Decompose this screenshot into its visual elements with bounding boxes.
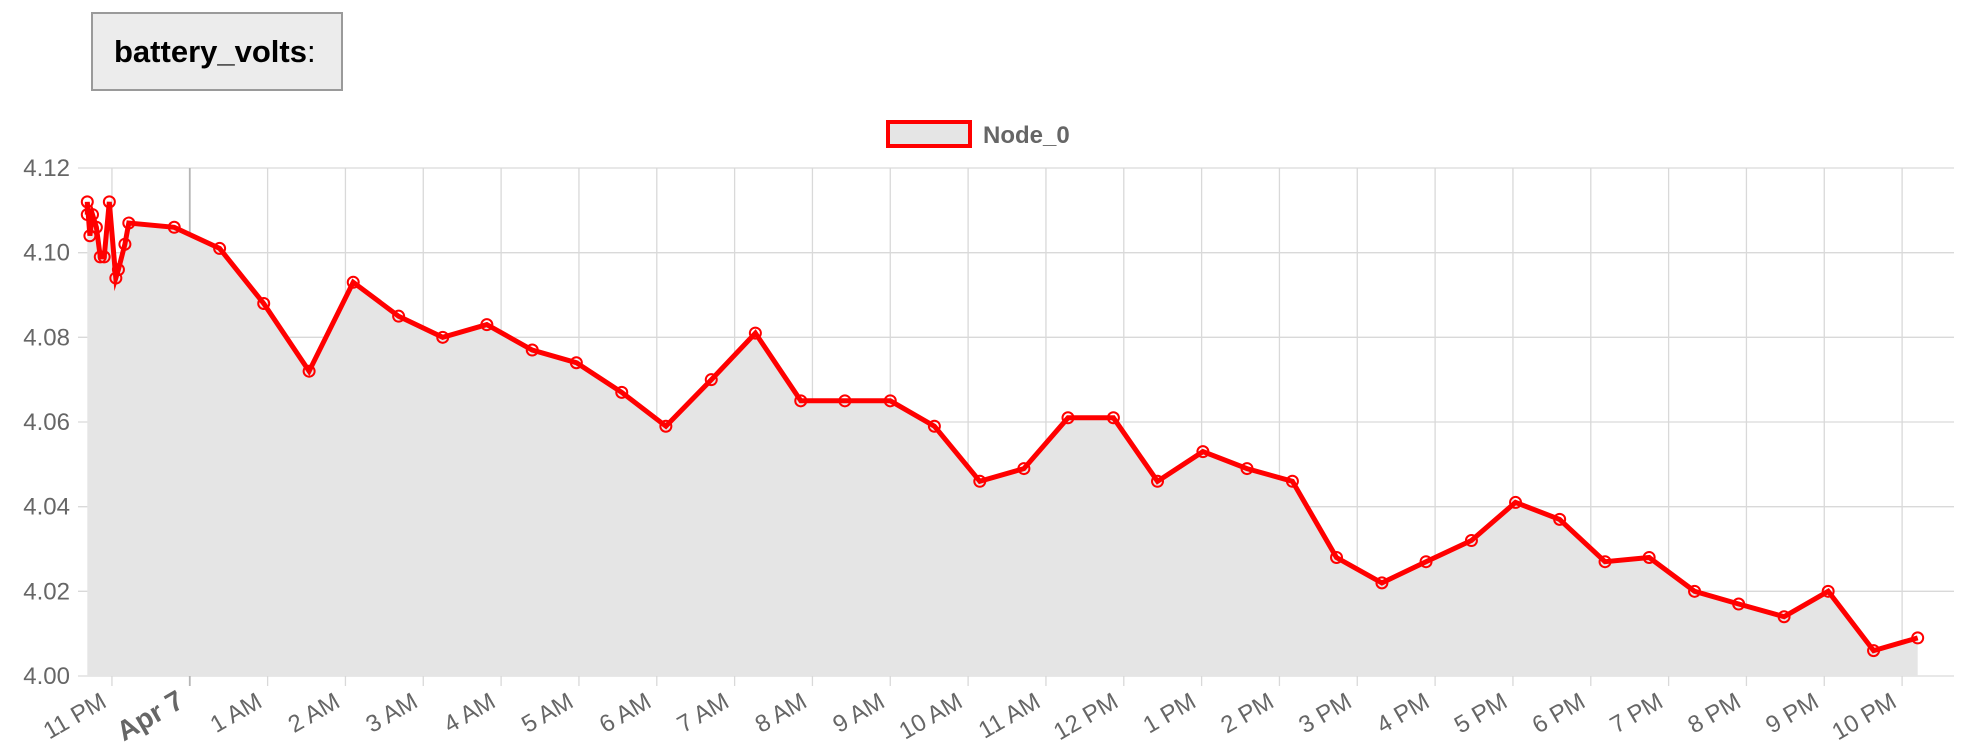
data-point[interactable]: [392, 309, 406, 323]
chart-title-box: battery_volts:: [91, 12, 343, 91]
data-point[interactable]: [1553, 512, 1567, 526]
x-tick-label: 6 AM: [595, 688, 656, 739]
data-point[interactable]: [80, 208, 94, 222]
chart-area-layer: [87, 201, 1918, 676]
x-tick-label: 3 AM: [361, 688, 422, 739]
y-tick-label: 4.02: [23, 578, 70, 605]
x-tick-label: 9 PM: [1761, 688, 1823, 739]
data-point[interactable]: [1509, 495, 1523, 509]
data-point[interactable]: [1642, 550, 1656, 564]
x-tick-label: 7 AM: [673, 688, 734, 739]
y-tick-label: 4.06: [23, 409, 70, 436]
x-tick-label: 2 PM: [1216, 688, 1278, 739]
data-point[interactable]: [109, 271, 123, 285]
data-point[interactable]: [1777, 610, 1791, 624]
data-point[interactable]: [1375, 576, 1389, 590]
y-tick-label: 4.12: [23, 155, 70, 182]
data-point[interactable]: [1106, 411, 1120, 425]
x-tick-label: 12 PM: [1049, 688, 1123, 746]
y-tick-label: 4.00: [23, 663, 70, 690]
data-point[interactable]: [1598, 555, 1612, 569]
data-point[interactable]: [838, 394, 852, 408]
x-tick-label: 5 AM: [517, 688, 578, 739]
data-point[interactable]: [569, 356, 583, 370]
data-point[interactable]: [1151, 474, 1165, 488]
chart-title-name: battery_volts: [114, 33, 307, 69]
x-tick-label: 7 PM: [1606, 688, 1668, 739]
data-point[interactable]: [1419, 555, 1433, 569]
x-tick-label: 3 PM: [1294, 688, 1356, 739]
data-point[interactable]: [1911, 631, 1925, 645]
x-tick-label: 6 PM: [1528, 688, 1590, 739]
legend-swatch[interactable]: [886, 120, 972, 148]
data-point[interactable]: [111, 263, 125, 277]
data-point[interactable]: [1017, 462, 1031, 476]
series-area-fill: [87, 201, 1918, 676]
data-point[interactable]: [704, 373, 718, 387]
chart-points-layer: [80, 195, 1925, 658]
data-point[interactable]: [1240, 462, 1254, 476]
data-point[interactable]: [1464, 534, 1478, 548]
data-point[interactable]: [80, 195, 94, 209]
data-point[interactable]: [213, 241, 227, 255]
data-point[interactable]: [167, 220, 181, 234]
x-tick-label: 1 AM: [206, 688, 267, 739]
data-point[interactable]: [1285, 474, 1299, 488]
x-tick-label: 5 PM: [1450, 688, 1512, 739]
data-point[interactable]: [883, 394, 897, 408]
data-point[interactable]: [525, 343, 539, 357]
chart-legend[interactable]: Node_0: [886, 120, 1070, 149]
x-tick-label: 8 PM: [1683, 688, 1745, 739]
data-point[interactable]: [615, 385, 629, 399]
data-point[interactable]: [1732, 597, 1746, 611]
x-tick-label: 8 AM: [751, 688, 812, 739]
x-tick-label: 4 AM: [439, 688, 500, 739]
data-point[interactable]: [97, 250, 111, 264]
x-tick-label: 11 PM: [39, 688, 111, 745]
data-point[interactable]: [83, 229, 97, 243]
x-tick-label: 4 PM: [1372, 688, 1434, 739]
data-point[interactable]: [85, 208, 99, 222]
data-point[interactable]: [480, 318, 494, 332]
x-tick-label: 10 AM: [895, 688, 967, 745]
y-tick-label: 4.08: [23, 324, 70, 351]
data-point[interactable]: [1867, 644, 1881, 658]
data-point[interactable]: [659, 419, 673, 433]
data-point[interactable]: [102, 195, 116, 209]
y-tick-label: 4.10: [23, 240, 70, 267]
data-point[interactable]: [122, 216, 136, 230]
series-line: [84, 201, 1919, 654]
chart-title-suffix: :: [306, 33, 316, 69]
y-tick-label: 4.04: [23, 494, 70, 521]
x-tick-label-major: Apr 7: [111, 684, 188, 747]
x-tick-label: 10 PM: [1828, 688, 1902, 746]
x-tick-label: 11 AM: [974, 688, 1045, 745]
data-point[interactable]: [346, 275, 360, 289]
data-point[interactable]: [302, 364, 316, 378]
data-point[interactable]: [1061, 411, 1075, 425]
data-point[interactable]: [927, 419, 941, 433]
data-point[interactable]: [1688, 584, 1702, 598]
data-point[interactable]: [1821, 584, 1835, 598]
data-point[interactable]: [1330, 550, 1344, 564]
data-point[interactable]: [1196, 445, 1210, 459]
x-tick-label: 2 AM: [284, 688, 345, 739]
data-point[interactable]: [89, 220, 103, 234]
data-point[interactable]: [794, 394, 808, 408]
data-point[interactable]: [257, 296, 271, 310]
data-point[interactable]: [436, 330, 450, 344]
data-point[interactable]: [93, 250, 107, 264]
data-point[interactable]: [118, 237, 132, 251]
x-tick-label: 9 AM: [828, 688, 889, 739]
data-point[interactable]: [748, 326, 762, 340]
x-tick-label: 1 PM: [1139, 688, 1201, 739]
data-point[interactable]: [973, 474, 987, 488]
legend-label[interactable]: Node_0: [983, 122, 1070, 149]
